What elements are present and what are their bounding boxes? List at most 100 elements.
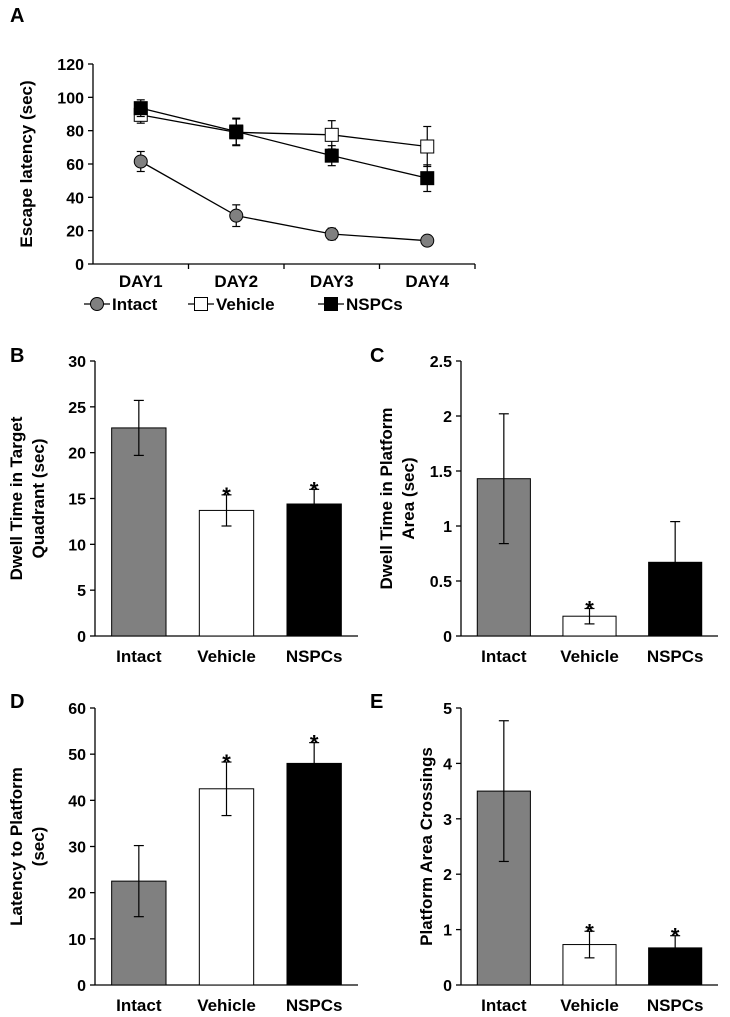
data-point xyxy=(324,227,339,241)
y-tick-label: 50 xyxy=(68,747,86,764)
series-line xyxy=(140,160,428,242)
panel-e: E 0 1 2 3 4 5 Platform Area Crossings Intact * Veh… xyxy=(370,691,718,1015)
legend-marker xyxy=(90,297,104,311)
data-point xyxy=(324,148,339,163)
significance-star: * xyxy=(671,924,680,949)
bar-nspcs xyxy=(286,762,342,986)
y-tick-label: 25 xyxy=(68,400,86,417)
data-point xyxy=(229,208,244,223)
y-tick-label: 30 xyxy=(68,840,86,857)
y-tick-label: 0 xyxy=(75,257,84,274)
y-tick-label: 30 xyxy=(68,354,86,371)
y-tick-label: 100 xyxy=(57,90,84,107)
y-tick-label: 1.5 xyxy=(430,464,452,481)
y-tick-label: 20 xyxy=(68,446,86,463)
y-tick-label: 60 xyxy=(66,157,84,174)
y-tick-label: 3 xyxy=(443,812,452,829)
x-category-label: Vehicle xyxy=(197,996,256,1015)
panel-label: E xyxy=(370,691,383,713)
y-tick-label: 4 xyxy=(443,756,452,773)
y-axis-label: Escape latency (sec) xyxy=(17,80,36,247)
legend-label: Intact xyxy=(112,295,158,314)
y-tick-label: 120 xyxy=(57,57,84,74)
y-tick-label: 1 xyxy=(443,519,452,536)
y-tick-label: 2.5 xyxy=(430,354,452,371)
x-category-label: NSPCs xyxy=(647,996,704,1015)
y-axis-label-line: Platform Area Crossings xyxy=(417,747,436,946)
bar-vehicle xyxy=(198,509,255,637)
y-tick-label: 0.5 xyxy=(430,574,452,591)
x-category-label: Intact xyxy=(481,647,527,666)
y-axis-label-line: Quadrant (sec) xyxy=(29,439,48,559)
significance-star: * xyxy=(585,919,594,944)
data-point xyxy=(229,124,244,139)
y-tick-label: 10 xyxy=(68,932,86,949)
y-tick-label: 20 xyxy=(66,224,84,241)
significance-star: * xyxy=(310,731,319,756)
data-point xyxy=(420,139,435,154)
x-category-label: Intact xyxy=(481,996,527,1015)
x-category-label: NSPCs xyxy=(286,647,343,666)
x-category-label: NSPCs xyxy=(286,996,343,1015)
panel-b: B 0 5 10 15 20 25 30 Dwell Time in Target Quadran… xyxy=(7,345,358,666)
panel-label: C xyxy=(370,345,384,367)
x-category-label: DAY1 xyxy=(119,272,163,291)
y-tick-label: 15 xyxy=(68,492,86,509)
data-point xyxy=(133,154,148,169)
y-tick-label: 40 xyxy=(66,190,84,207)
series-vehicle xyxy=(133,105,435,168)
y-tick-label: 5 xyxy=(77,583,86,600)
x-category-label: Vehicle xyxy=(560,996,619,1015)
series-line xyxy=(140,107,428,179)
panel-label: A xyxy=(10,5,24,27)
y-axis-label-line: Area (sec) xyxy=(399,457,418,539)
y-tick-label: 60 xyxy=(68,701,86,718)
y-tick-label: 0 xyxy=(443,629,452,646)
x-category-label: Vehicle xyxy=(197,647,256,666)
legend-label: NSPCs xyxy=(346,295,403,314)
panel-label: B xyxy=(10,345,24,367)
y-axis-label-line: Latency to Platform xyxy=(7,767,26,926)
significance-star: * xyxy=(222,750,231,775)
data-point xyxy=(420,171,435,186)
y-tick-label: 0 xyxy=(77,978,86,995)
y-tick-label: 5 xyxy=(443,701,452,718)
panel-label: D xyxy=(10,691,24,713)
series-line xyxy=(140,114,428,148)
legend-marker xyxy=(324,297,338,311)
x-category-label: DAY2 xyxy=(214,272,258,291)
bar-intact xyxy=(111,427,167,637)
panel-a: A 0 20 40 60 80 100 120 Escape latency (sec) DAY1… xyxy=(10,5,476,314)
panel-c: C 0 0.5 1 1.5 2 2.5 Dwell Time in Platform Area … xyxy=(370,345,718,666)
significance-star: * xyxy=(222,483,231,508)
legend: Intact Vehicle NSPCs xyxy=(84,295,403,314)
legend-label: Vehicle xyxy=(216,295,275,314)
x-category-label: DAY4 xyxy=(405,272,449,291)
bar-vehicle xyxy=(198,788,255,986)
x-category-label: DAY3 xyxy=(310,272,354,291)
y-tick-label: 0 xyxy=(77,629,86,646)
data-point xyxy=(420,233,435,248)
y-axis-label-line: Dwell Time in Target xyxy=(7,416,26,580)
y-tick-label: 0 xyxy=(443,978,452,995)
series-intact xyxy=(133,150,435,248)
bar-nspcs xyxy=(286,503,342,637)
panel-d: D 0 10 20 30 40 50 60 Latency to Platform (sec) In… xyxy=(7,691,358,1015)
legend-marker xyxy=(194,297,208,311)
y-tick-label: 10 xyxy=(68,537,86,554)
y-tick-label: 2 xyxy=(443,867,452,884)
y-axis-label-line: (sec) xyxy=(29,827,48,867)
y-axis-label-line: Dwell Time in Platform xyxy=(377,407,396,589)
y-tick-label: 20 xyxy=(68,886,86,903)
y-tick-label: 2 xyxy=(443,409,452,426)
x-category-label: Intact xyxy=(116,647,162,666)
data-point xyxy=(324,127,339,142)
x-category-label: Vehicle xyxy=(560,647,619,666)
data-point xyxy=(133,101,148,116)
series-nspcs xyxy=(133,99,435,193)
significance-star: * xyxy=(310,477,319,502)
x-category-label: NSPCs xyxy=(647,647,704,666)
y-tick-label: 40 xyxy=(68,793,86,810)
x-category-label: Intact xyxy=(116,996,162,1015)
